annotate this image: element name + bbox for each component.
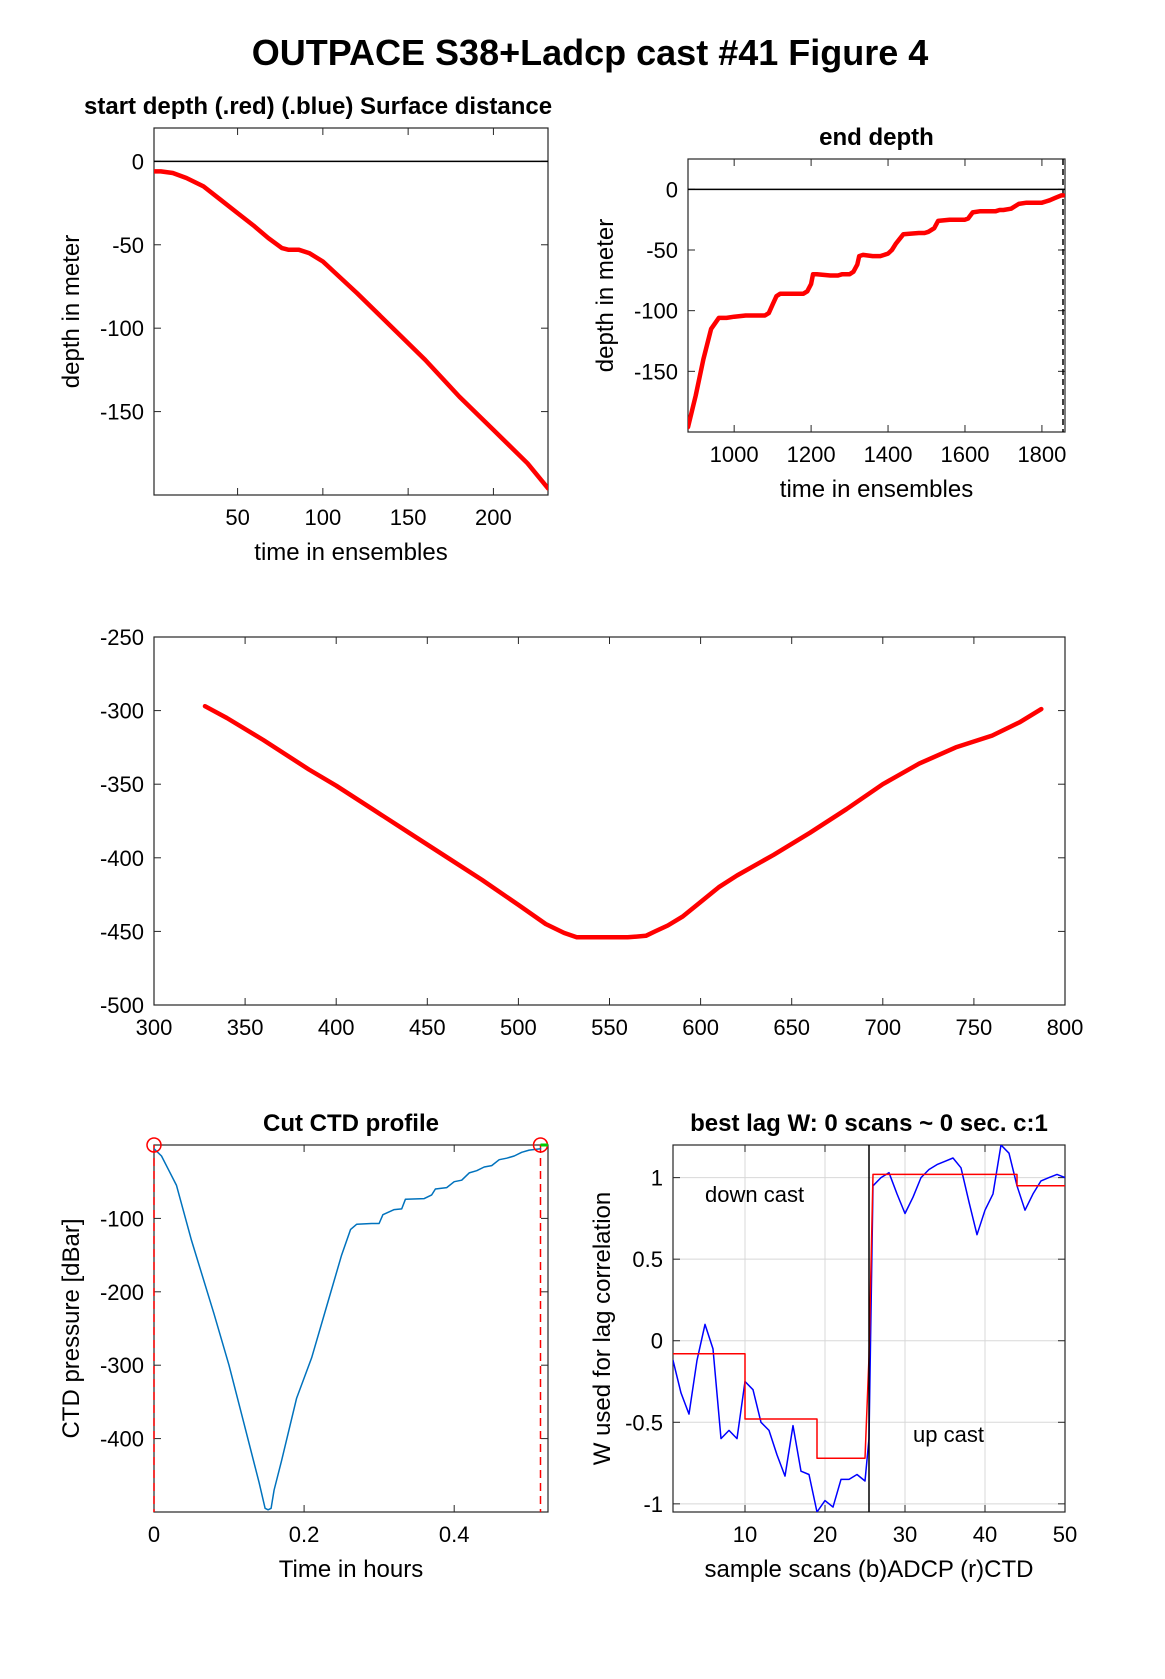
chart-start-depth: 50 100 150 200 0 -50 -100 -150 start depth (.red… (58, 93, 552, 566)
x-tick-label: 0 (148, 1522, 160, 1547)
series-line-1 (154, 1147, 542, 1511)
x-tick-label: 1600 (941, 442, 990, 467)
y-tick-label: -150 (634, 359, 678, 384)
y-tick-label: -250 (100, 625, 144, 650)
x-tick-label: 700 (864, 1015, 901, 1040)
x-tick-label: 1400 (864, 442, 913, 467)
y-tick-label: -400 (100, 1427, 144, 1452)
y-tick-label: 1 (651, 1166, 663, 1191)
plot-title: start depth (.red) (.blue) Surface dista… (84, 93, 552, 120)
x-tick-label: 50 (1053, 1522, 1077, 1547)
y-tick-label: -100 (634, 299, 678, 324)
plot-title: best lag W: 0 scans ~ 0 sec. c:1 (690, 1110, 1048, 1137)
y-tick-label: -300 (100, 699, 144, 724)
chart-cut-ctd: 0 0.2 0.4 -100 -200 -300 -400 Cut CTD profile Ti… (58, 1110, 549, 1583)
y-axis-label: W used for lag correlation (589, 1192, 616, 1465)
x-tick-label: 750 (956, 1015, 993, 1040)
x-tick-label: 1800 (1017, 442, 1066, 467)
x-tick-label: 600 (682, 1015, 719, 1040)
x-tick-label: 50 (225, 505, 249, 530)
annotation: down cast (705, 1182, 804, 1207)
chart-end-depth: 1000 1200 1400 1600 1800 0 -50 -100 -150 end dept… (592, 124, 1066, 503)
y-tick-label: -100 (100, 316, 144, 341)
x-tick-label: 500 (500, 1015, 537, 1040)
start-marker (146, 1137, 162, 1153)
plot-title: end depth (819, 124, 934, 151)
annotation: up cast (913, 1422, 984, 1447)
axes-box (153, 127, 549, 496)
y-tick-label: 0 (666, 177, 678, 202)
figure-title: OUTPACE S38+Ladcp cast #41 Figure 4 (252, 32, 929, 73)
x-tick-label: 450 (409, 1015, 446, 1040)
series-line-1 (154, 169, 548, 491)
x-tick-label: 0.4 (439, 1522, 470, 1547)
y-tick-label: -1 (643, 1492, 663, 1517)
y-tick-label: -350 (100, 772, 144, 797)
x-tick-label: 200 (475, 505, 512, 530)
x-tick-label: 0.2 (289, 1522, 320, 1547)
x-tick-label: 10 (733, 1522, 757, 1547)
series-line-2 (673, 1173, 1065, 1459)
y-tick-label: -100 (100, 1206, 144, 1231)
y-tick-label: -0.5 (625, 1410, 663, 1435)
x-tick-label: 1200 (787, 442, 836, 467)
x-tick-label: 300 (136, 1015, 173, 1040)
y-axis-label: depth in meter (592, 219, 619, 372)
x-tick-label: 800 (1047, 1015, 1084, 1040)
x-axis-label: Time in hours (279, 1556, 424, 1583)
y-tick-label: 0 (651, 1329, 663, 1354)
x-axis-label: sample scans (b)ADCP (r)CTD (705, 1556, 1034, 1583)
axes-box (687, 158, 1066, 433)
y-tick-label: -500 (100, 993, 144, 1018)
x-tick-label: 650 (773, 1015, 810, 1040)
y-tick-label: -450 (100, 919, 144, 944)
series-line-1 (688, 193, 1065, 430)
y-tick-label: -400 (100, 846, 144, 871)
plot-title: Cut CTD profile (263, 1110, 439, 1137)
x-tick-label: 40 (973, 1522, 997, 1547)
x-tick-label: 150 (390, 505, 427, 530)
chart-best-lag: 10 20 30 40 50 1 0.5 0 -0.5 -1 best lag W: 0 scans… (589, 1110, 1077, 1583)
x-tick-label: 100 (304, 505, 341, 530)
y-tick-label: -300 (100, 1353, 144, 1378)
x-tick-label: 550 (591, 1015, 628, 1040)
x-axis-label: time in ensembles (254, 539, 447, 566)
y-tick-label: 0 (132, 149, 144, 174)
series-line-1 (202, 703, 1044, 940)
x-tick-label: 1000 (710, 442, 759, 467)
y-tick-label: -50 (646, 238, 678, 263)
x-axis-label: time in ensembles (780, 476, 973, 503)
y-axis-label: depth in meter (58, 235, 85, 388)
y-axis-label: CTD pressure [dBar] (58, 1218, 85, 1438)
chart-full-depth: 300 350 400 450 500 550 600 650 700 750 800 -250 -30… (100, 625, 1083, 1040)
y-tick-label: -50 (112, 233, 144, 258)
y-tick-label: -150 (100, 400, 144, 425)
x-tick-label: 350 (227, 1015, 264, 1040)
x-tick-label: 400 (318, 1015, 355, 1040)
y-tick-label: -200 (100, 1280, 144, 1305)
x-tick-label: 30 (893, 1522, 917, 1547)
y-tick-label: 0.5 (632, 1247, 663, 1272)
x-tick-label: 20 (813, 1522, 837, 1547)
